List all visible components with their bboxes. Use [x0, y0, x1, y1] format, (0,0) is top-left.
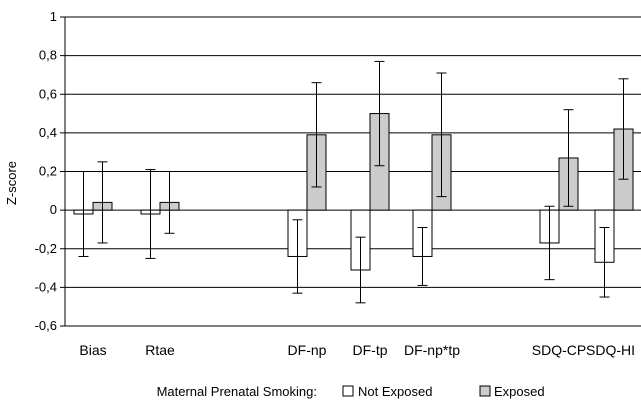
y-tick-label: -0,6	[35, 318, 57, 333]
x-category-label: SDQ-CP	[532, 342, 586, 358]
y-tick-label: 0,4	[39, 125, 57, 140]
legend-title: Maternal Prenatal Smoking:	[157, 384, 317, 399]
y-tick-label: -0,4	[35, 279, 57, 294]
y-axis-title: Z-score	[4, 161, 19, 205]
x-category-label: Bias	[79, 342, 106, 358]
x-category-label: DF-np*tp	[404, 342, 460, 358]
y-tick-label: 0,8	[39, 48, 57, 63]
y-tick-labels: 1 0,8 0,6 0,4 0,2 0 -0,2 -0,4 -0,6	[35, 9, 65, 333]
y-tick-label: 0,2	[39, 164, 57, 179]
y-tick-label: 1	[50, 9, 57, 24]
x-category-label: Rtae	[145, 342, 175, 358]
y-tick-label: 0	[50, 202, 57, 217]
y-tick-label: 0,6	[39, 86, 57, 101]
axes	[64, 17, 641, 327]
legend: Maternal Prenatal Smoking: Not Exposed E…	[157, 384, 545, 399]
legend-swatch-not-exposed	[342, 385, 354, 397]
x-category-label: DF-np	[288, 342, 327, 358]
legend-label-not-exposed: Not Exposed	[358, 384, 432, 399]
y-tick-label: -0,2	[35, 241, 57, 256]
error-bars	[78, 60, 629, 304]
legend-swatch-exposed	[479, 385, 491, 397]
x-category-label: DF-tp	[353, 342, 388, 358]
legend-label-exposed: Exposed	[494, 384, 545, 399]
x-category-label: SDQ-HI	[586, 342, 635, 358]
category-labels: Bias Rtae DF-np DF-tp DF-np*tp SDQ-CP SDQ-HI	[79, 342, 635, 358]
